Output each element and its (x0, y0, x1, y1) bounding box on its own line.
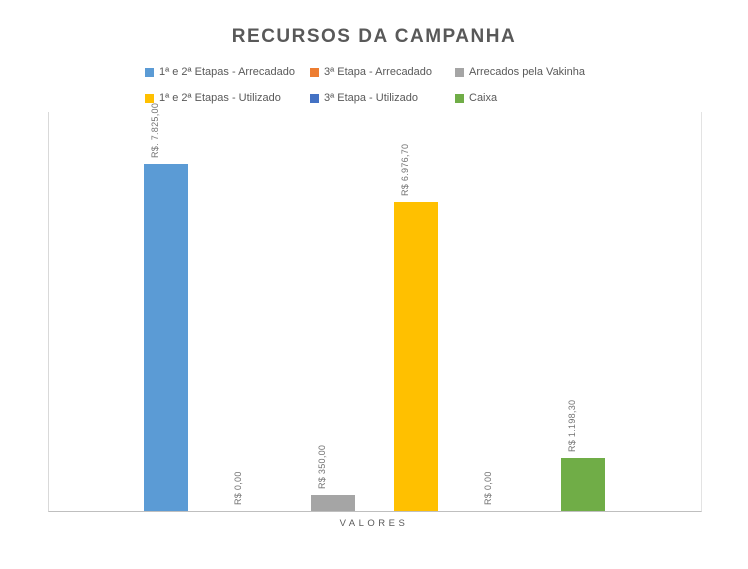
x-axis-label: VALORES (339, 518, 409, 529)
legend-swatch-icon (455, 93, 464, 103)
legend-swatch-icon (145, 67, 154, 77)
legend-swatch-icon (310, 93, 319, 103)
legend-item-1-e-2-etapas-utilizado: 1ª e 2ª Etapas - Utilizado (145, 92, 281, 104)
bar-value-label: R$ 1.198,30 (566, 399, 577, 452)
legend-swatch-icon (455, 67, 464, 77)
bar-value-label: R$ 0,00 (233, 471, 244, 505)
legend-label: Caixa (469, 92, 498, 104)
legend-row: 1ª e 2ª Etapas - Arrecadado 3ª Etapa - Ar… (0, 66, 748, 80)
bar-1-e-2-etapas-utilizado (394, 202, 439, 511)
legend-item-3-etapa-utilizado: 3ª Etapa - Utilizado (310, 92, 418, 104)
legend-item-3-etapa-arrecadado: 3ª Etapa - Arrecadado (310, 66, 432, 78)
legend-label: 3ª Etapa - Arrecadado (324, 66, 433, 78)
bar-value-label: R$ 350,00 (316, 444, 327, 489)
legend-swatch-icon (310, 67, 319, 77)
bar-value-label: R$. 7.825,00 (150, 102, 160, 158)
bar-value-label: R$ 0,00 (483, 471, 494, 505)
legend-item-arrecados-pela-vakinha: Arrecados pela Vakinha (455, 66, 585, 78)
legend-label: 1ª e 2ª Etapas - Utilizado (159, 92, 281, 104)
legend-label: 3ª Etapa - Utilizado (324, 92, 418, 104)
bar-value-label: R$ 6.976,70 (400, 143, 411, 196)
bar-caixa (560, 458, 605, 511)
legend-item-caixa: Caixa (455, 92, 497, 104)
legend-swatch-icon (145, 93, 154, 103)
legend-row: 1ª e 2ª Etapas - Utilizado 3ª Etapa - Uti… (0, 92, 748, 106)
legend-label: Arrecados pela Vakinha (469, 66, 585, 78)
legend-label: 1ª e 2ª Etapas - Arrecadado (159, 66, 295, 78)
bar-arrecados-pela-vakinha (310, 495, 355, 511)
bar-1-e-2-etapas-arrecadado (144, 164, 188, 511)
plot-area: R$. 7.825,00 R$ 0,00 R$ 350,00 R$ 6.976,70 R… (48, 103, 702, 512)
chart-title: RECURSOS DA CAMPANHA (231, 26, 517, 47)
legend-item-1-e-2-etapas-arrecadado: 1ª e 2ª Etapas - Arrecadado (145, 66, 295, 78)
